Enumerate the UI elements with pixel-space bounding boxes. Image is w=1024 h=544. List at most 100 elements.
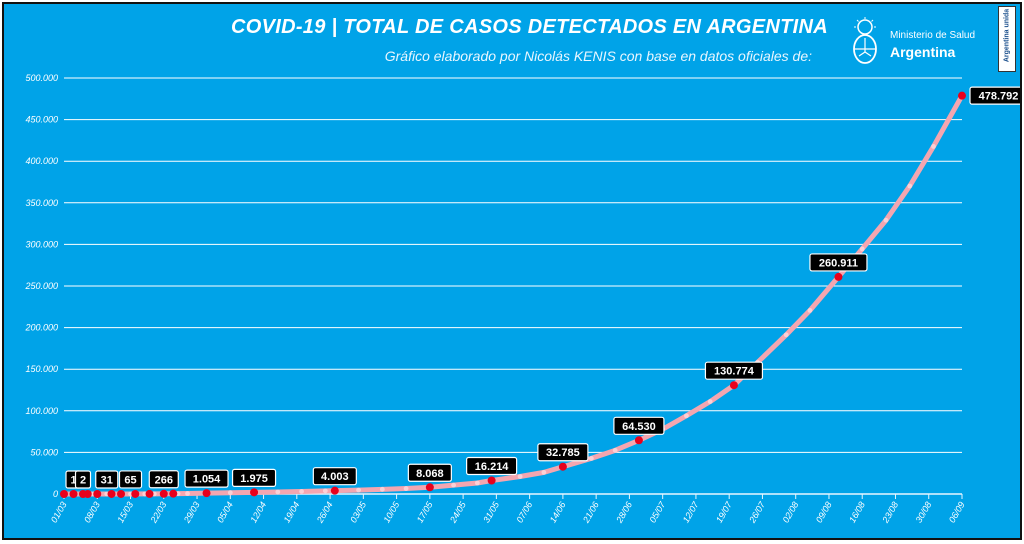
data-marker xyxy=(487,476,496,485)
y-axis-ticks: 0 50.000 100.000 150.000 200.000 250.000 300.0… xyxy=(24,73,58,499)
data-label-box xyxy=(407,463,452,482)
x-tick-label: 28/06 xyxy=(614,500,634,525)
x-tick-label: 06/09 xyxy=(947,500,967,525)
ministry-country: Argentina xyxy=(890,44,956,60)
data-marker xyxy=(958,91,966,100)
data-marker xyxy=(169,489,178,498)
x-tick-label: 07/06 xyxy=(514,500,534,525)
data-label: 16.214 xyxy=(475,461,510,473)
ministry-name: Ministerio de Salud xyxy=(890,30,976,41)
x-tick-label: 19/07 xyxy=(714,499,734,524)
data-label-box xyxy=(537,443,589,462)
data-label-box xyxy=(312,467,357,486)
data-label-box xyxy=(809,253,868,272)
series-point xyxy=(907,183,913,189)
data-marker xyxy=(425,483,434,492)
series-point xyxy=(356,487,361,493)
line-chart: 0 50.000 100.000 150.000 200.000 250.000 300.0… xyxy=(24,73,1020,525)
data-marker xyxy=(558,462,567,471)
series-point xyxy=(517,474,523,479)
y-tick-label: 450.000 xyxy=(25,115,58,125)
series-point xyxy=(541,469,547,475)
series-point xyxy=(783,332,789,338)
x-tick-label: 26/04 xyxy=(314,500,334,525)
data-marker xyxy=(834,272,843,281)
data-label: 1.975 xyxy=(240,473,268,485)
y-tick-label: 250.000 xyxy=(24,281,58,291)
x-tick-label: 12/07 xyxy=(681,499,701,524)
data-marker xyxy=(69,489,78,498)
x-tick-label: 26/07 xyxy=(747,499,768,525)
data-marker xyxy=(250,488,259,497)
data-label: 64.530 xyxy=(622,421,656,433)
x-tick-label: 17/05 xyxy=(415,499,435,524)
series-point xyxy=(684,413,689,419)
data-marker xyxy=(330,486,339,495)
data-marker xyxy=(634,436,643,445)
y-tick-label: 300.000 xyxy=(25,239,58,249)
series-point xyxy=(588,456,594,461)
x-tick-label: 05/04 xyxy=(215,500,235,525)
series-point xyxy=(807,307,813,313)
data-label: 478.792 xyxy=(979,91,1019,103)
gridlines xyxy=(64,77,962,495)
series-point xyxy=(859,246,865,252)
x-tick-label: 08/03 xyxy=(82,500,102,525)
x-tick-label: 23/08 xyxy=(880,500,900,525)
series-point xyxy=(883,217,889,223)
x-tick-label: 15/03 xyxy=(115,500,135,525)
x-tick-label: 29/03 xyxy=(181,500,201,525)
x-tick-label: 30/08 xyxy=(914,500,934,525)
data-label: 8.068 xyxy=(416,468,444,480)
data-label: 32.785 xyxy=(546,447,580,459)
x-tick-label: 31/05 xyxy=(481,499,501,524)
data-label-box xyxy=(184,469,229,488)
data-label: 1 xyxy=(70,474,76,486)
data-label: 2 xyxy=(80,474,86,486)
data-marker xyxy=(131,489,140,498)
argentina-unida-logo: Argentina unida xyxy=(998,6,1016,72)
series-path xyxy=(61,93,965,497)
data-marker xyxy=(83,489,92,498)
y-tick-label: 100.000 xyxy=(25,406,58,416)
x-tick-label: 19/04 xyxy=(282,500,302,525)
x-tick-label: 22/03 xyxy=(148,500,168,525)
argentina-unida-text: Argentina unida xyxy=(1003,8,1011,63)
x-tick-label: 14/06 xyxy=(548,500,568,525)
x-tick-label: 16/08 xyxy=(847,500,867,525)
series-point xyxy=(931,144,936,149)
data-label-box xyxy=(118,470,143,489)
data-marker xyxy=(159,489,168,498)
x-tick-label: 24/05 xyxy=(447,499,468,525)
data-label: 4.003 xyxy=(321,471,349,483)
data-label-box xyxy=(95,470,119,489)
x-tick-label: 10/05 xyxy=(381,499,401,524)
series-point xyxy=(299,489,304,494)
x-tick-label: 03/05 xyxy=(348,499,368,524)
data-marker xyxy=(202,489,211,498)
x-tick-label: 12/04 xyxy=(248,500,268,525)
data-label-box xyxy=(148,470,179,489)
x-tick-label: 02/08 xyxy=(781,500,801,525)
data-label-box xyxy=(231,468,277,487)
data-label: 65 xyxy=(124,474,136,486)
y-tick-label: 400.000 xyxy=(25,156,58,166)
series-point xyxy=(707,399,713,404)
x-axis-ticks: 01/03 08/03 15/03 22/03 29/03 05/04 12/04 19/04… xyxy=(49,494,967,525)
data-label-box xyxy=(74,470,92,489)
data-label: 266 xyxy=(155,474,173,486)
data-label-box xyxy=(613,416,665,435)
series-point xyxy=(403,486,409,491)
series-point xyxy=(451,482,457,488)
y-tick-label: 50.000 xyxy=(30,447,58,457)
series-point xyxy=(275,489,281,495)
data-markers xyxy=(60,91,966,498)
y-tick-label: 350.000 xyxy=(25,198,58,208)
series-point xyxy=(474,480,480,486)
series-line xyxy=(61,93,965,497)
data-label: 260.911 xyxy=(819,257,858,269)
data-label: 1.054 xyxy=(193,474,221,486)
y-tick-label: 500.000 xyxy=(25,73,58,83)
data-label: 130.774 xyxy=(714,366,755,378)
